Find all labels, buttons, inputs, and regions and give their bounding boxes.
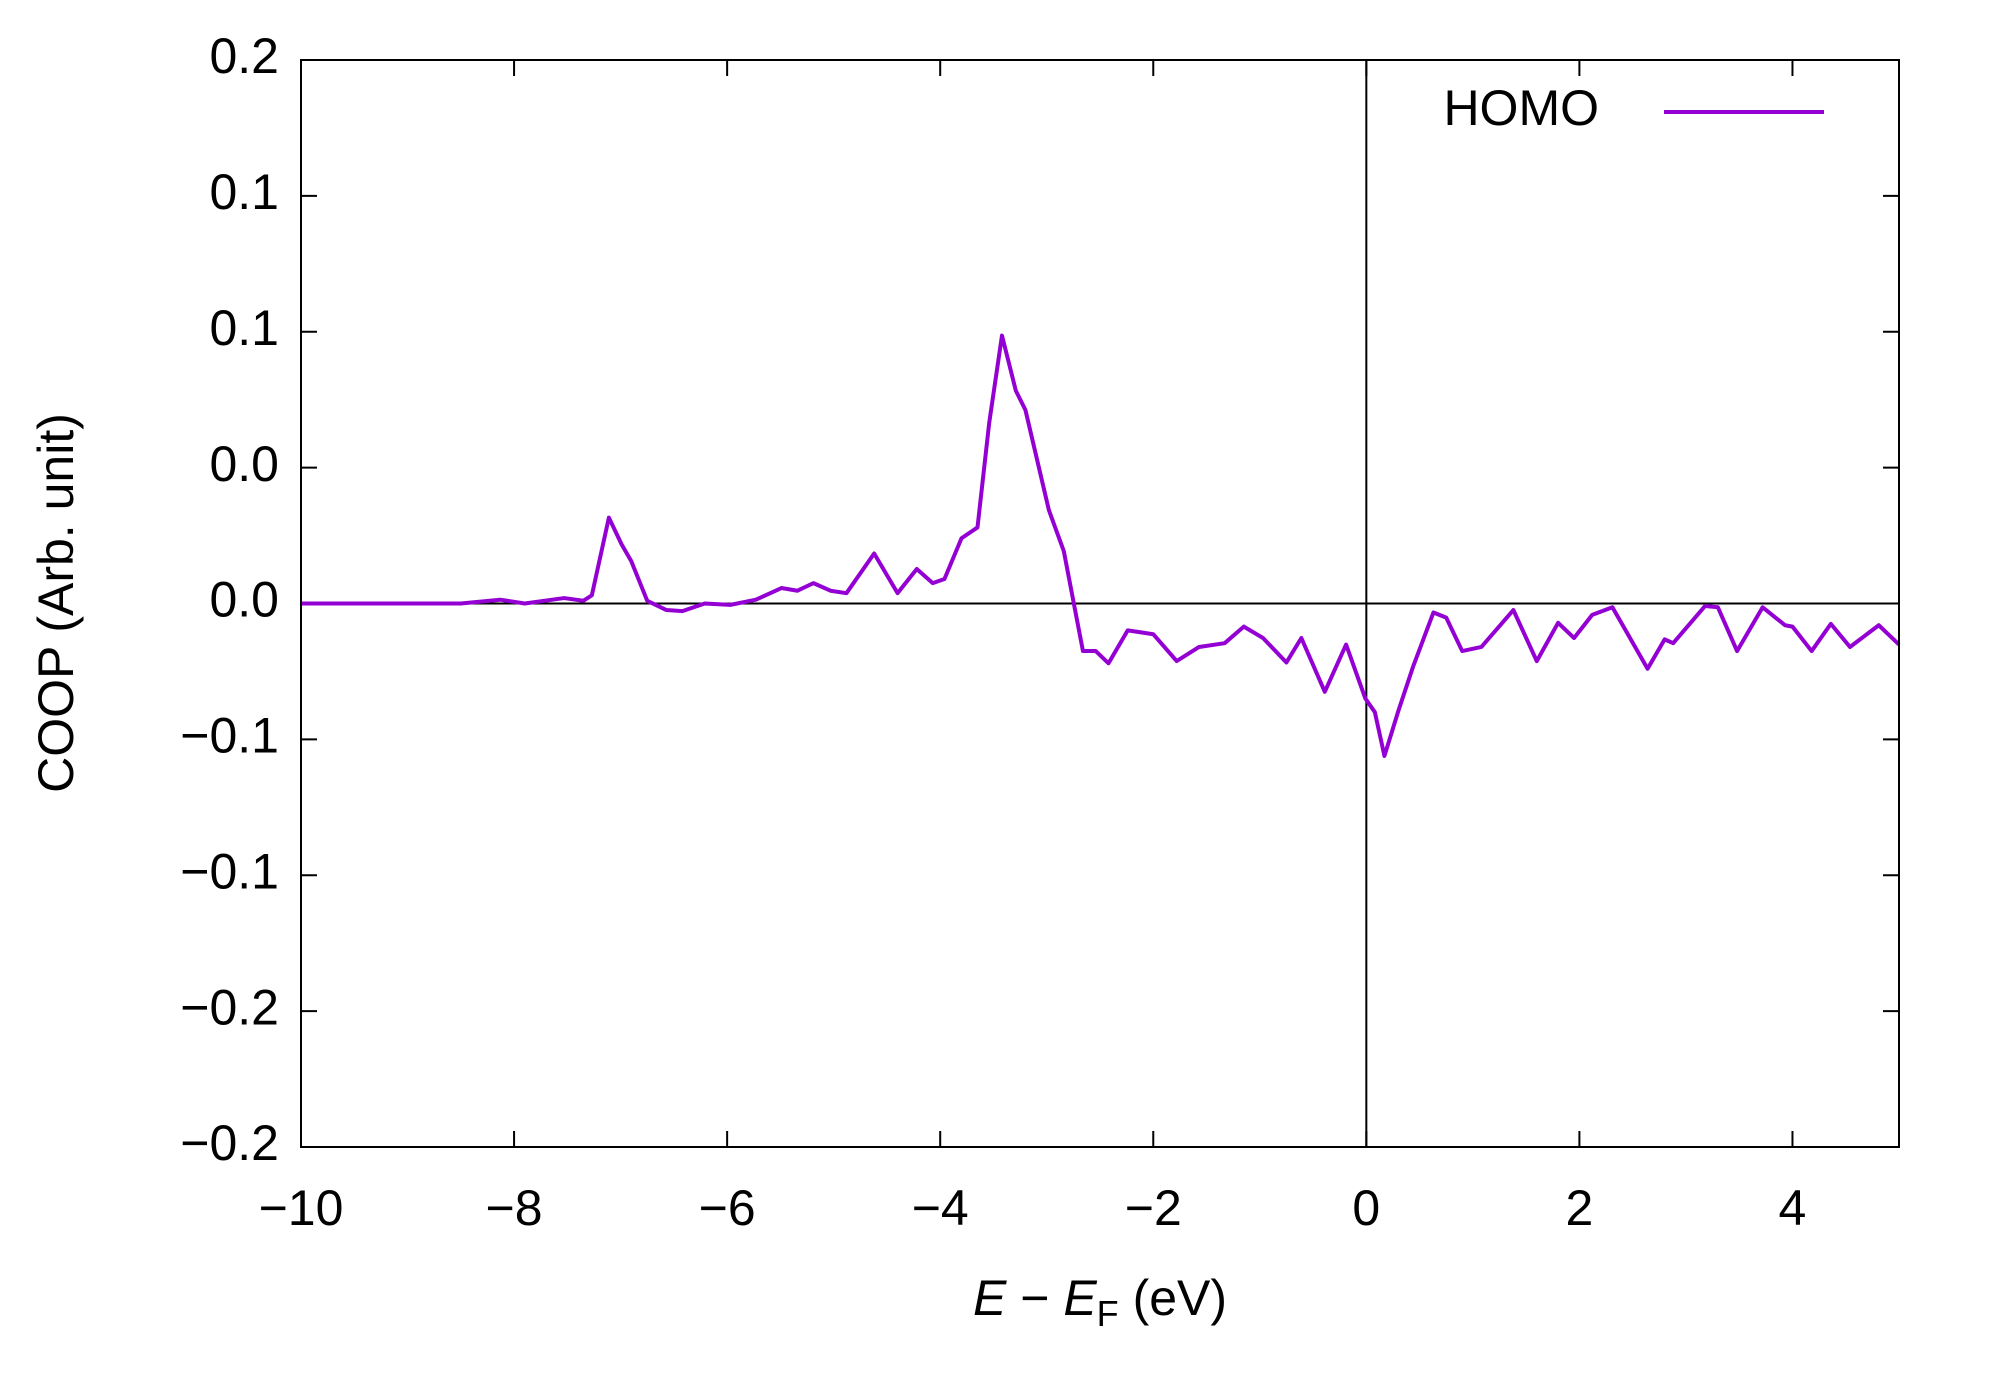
x-label-part: F	[1097, 1293, 1119, 1334]
y-tick-label: 0.0	[209, 572, 279, 628]
x-tick-label: −4	[912, 1180, 969, 1236]
y-tick-label: 0.0	[209, 436, 279, 492]
y-tick-label: 0.2	[209, 28, 279, 84]
y-tick-label: −0.1	[180, 708, 279, 764]
y-axis-label: COOP (Arb. unit)	[28, 413, 84, 793]
x-tick-label: 0	[1352, 1180, 1380, 1236]
x-tick-label: 2	[1565, 1180, 1593, 1236]
y-tick-label: 0.1	[209, 164, 279, 220]
x-label-part: (eV)	[1119, 1270, 1227, 1326]
legend-label: HOMO	[1443, 80, 1599, 136]
x-label-part: E	[973, 1270, 1007, 1326]
x-tick-label: −2	[1125, 1180, 1182, 1236]
y-tick-label: −0.2	[180, 979, 279, 1035]
x-tick-label: −10	[259, 1180, 344, 1236]
x-label-part: E	[1063, 1270, 1097, 1326]
x-label-part: −	[1006, 1270, 1063, 1326]
plot-frame	[300, 59, 1900, 1148]
x-tick-label: 4	[1779, 1180, 1807, 1236]
y-tick-label: −0.1	[180, 843, 279, 899]
x-tick-label: −8	[486, 1180, 543, 1236]
x-axis-label: E − EF (eV)	[973, 1270, 1227, 1333]
y-tick-label: 0.1	[209, 300, 279, 356]
data-line	[301, 333, 1901, 758]
y-tick-label: −0.2	[180, 1115, 279, 1171]
x-tick-label: −6	[699, 1180, 756, 1236]
